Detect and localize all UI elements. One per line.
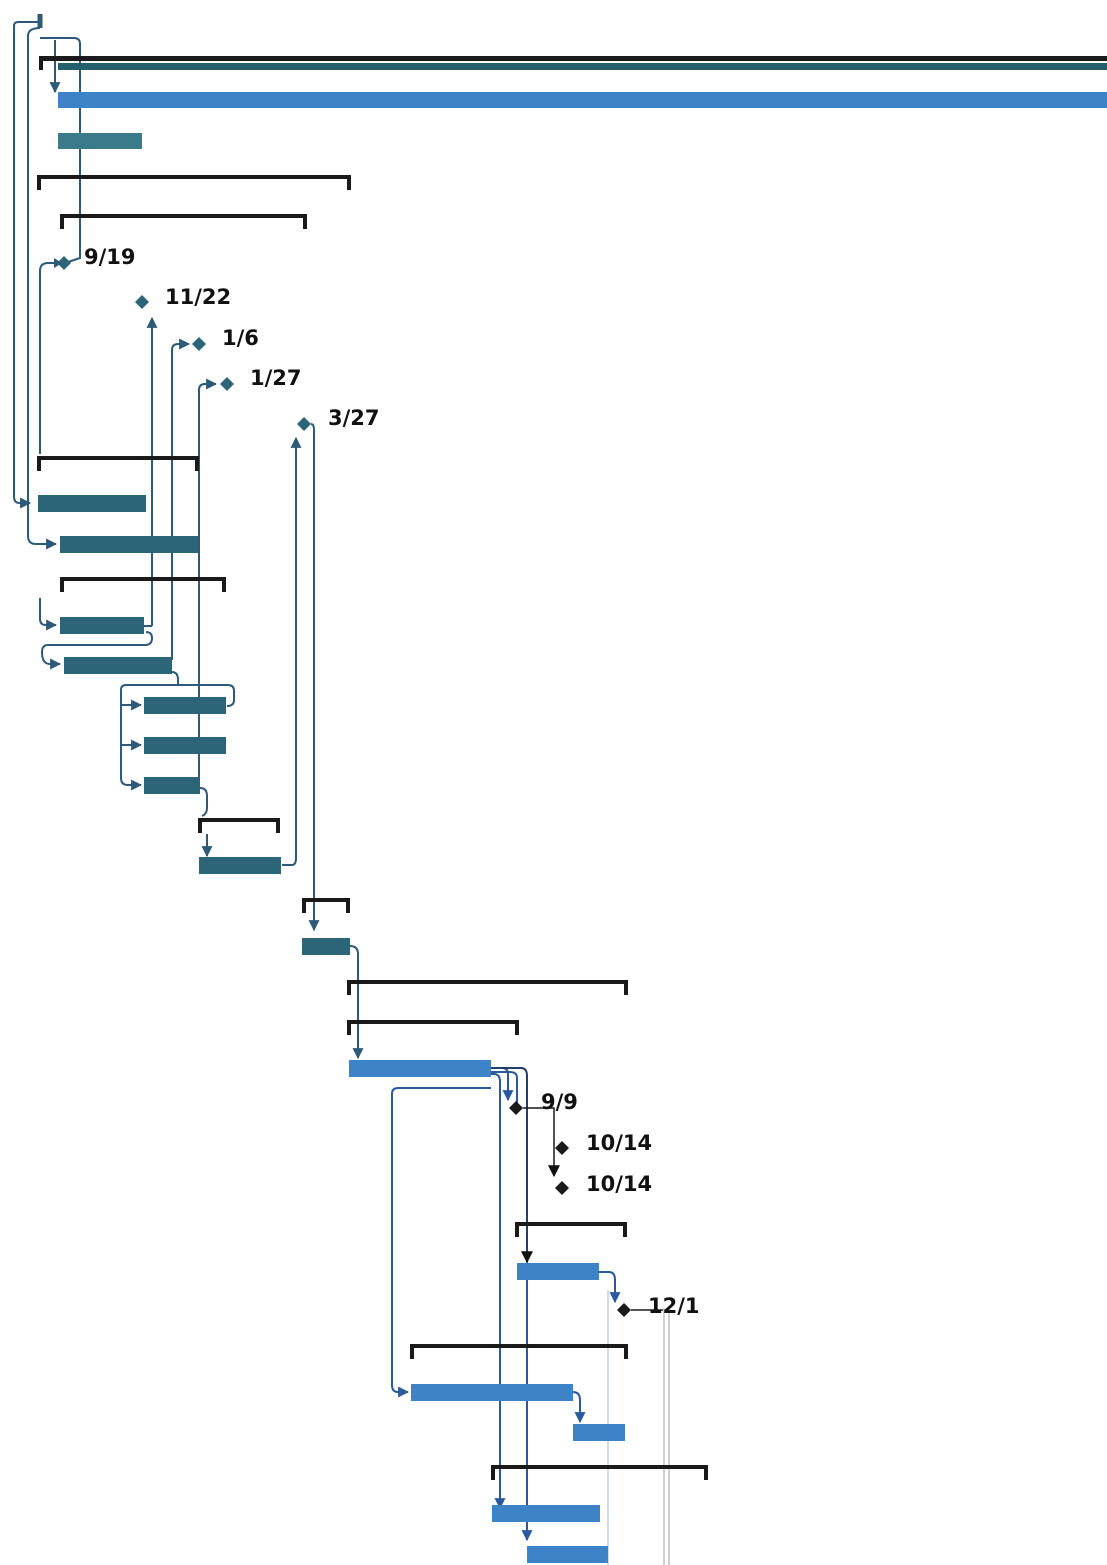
milestone-label: 3/27 bbox=[328, 406, 380, 430]
dependency-link bbox=[523, 1107, 560, 1178]
milestone-label: 1/6 bbox=[222, 326, 259, 350]
dependency-link bbox=[178, 684, 235, 707]
dependency-link bbox=[13, 21, 40, 509]
summary-bar bbox=[60, 577, 226, 592]
dependency-link bbox=[39, 598, 58, 631]
task-bar bbox=[349, 1060, 491, 1077]
summary-bar bbox=[515, 1222, 627, 1237]
dependency-link bbox=[491, 1073, 506, 1510]
summary-bar bbox=[37, 175, 351, 190]
milestone-marker bbox=[135, 295, 149, 309]
dependency-link bbox=[120, 671, 179, 791]
milestone-marker bbox=[555, 1141, 569, 1155]
milestone-marker bbox=[192, 337, 206, 351]
milestone-marker bbox=[57, 256, 71, 270]
milestone-label: 1/27 bbox=[250, 366, 302, 390]
milestone-label: 9/19 bbox=[84, 245, 136, 269]
milestone-label: 10/14 bbox=[586, 1172, 652, 1196]
dependency-link bbox=[572, 1391, 586, 1424]
milestone-marker bbox=[297, 417, 311, 431]
milestone-marker bbox=[555, 1181, 569, 1195]
task-bar bbox=[302, 938, 350, 955]
task-bar bbox=[492, 1505, 600, 1522]
dependency-link bbox=[39, 262, 62, 454]
dependency-link bbox=[491, 1067, 533, 1264]
dependency-link bbox=[349, 945, 364, 1060]
milestone-marker bbox=[617, 1303, 631, 1317]
task-bar bbox=[58, 133, 142, 149]
summary-bracket bbox=[39, 56, 43, 70]
dependency-link bbox=[491, 1071, 518, 1108]
milestone-label: 9/9 bbox=[541, 1090, 578, 1114]
dependency-link bbox=[599, 1271, 621, 1304]
summary-bar bbox=[302, 898, 350, 913]
task-bar bbox=[58, 92, 1107, 108]
task-bar bbox=[144, 697, 226, 714]
summary-bar bbox=[347, 1020, 519, 1035]
summary-bar bbox=[491, 1465, 708, 1480]
dependency-link bbox=[40, 631, 154, 670]
task-bar bbox=[38, 495, 146, 512]
task-bar bbox=[60, 617, 144, 634]
milestone-arrow bbox=[54, 258, 62, 268]
dependency-link bbox=[198, 378, 218, 785]
task-bar bbox=[527, 1546, 608, 1563]
task-bar bbox=[64, 657, 172, 674]
milestone-label: 12/1 bbox=[648, 1294, 700, 1318]
summary-bar bbox=[198, 818, 280, 833]
task-bar bbox=[199, 857, 281, 874]
task-bar bbox=[144, 777, 200, 794]
dependency-link bbox=[199, 787, 208, 817]
summary-bar bbox=[347, 980, 628, 995]
task-bar bbox=[144, 737, 226, 754]
task-bar bbox=[517, 1263, 599, 1280]
task-bar bbox=[58, 63, 1107, 70]
dependency-link bbox=[282, 436, 302, 866]
summary-bar bbox=[37, 456, 199, 471]
summary-bar bbox=[60, 214, 307, 229]
dependency-link bbox=[308, 423, 320, 932]
dependency-link bbox=[27, 27, 58, 550]
summary-bar bbox=[39, 56, 1107, 61]
milestone-label: 11/22 bbox=[165, 285, 231, 309]
task-bar bbox=[573, 1424, 625, 1441]
dependency-link bbox=[391, 1087, 491, 1398]
milestone-label: 10/14 bbox=[586, 1131, 652, 1155]
dependency-link bbox=[171, 338, 191, 660]
dependency-link bbox=[40, 37, 81, 263]
milestone-marker bbox=[220, 377, 234, 391]
summary-bar bbox=[410, 1344, 628, 1359]
task-bar bbox=[60, 536, 198, 553]
task-bar bbox=[411, 1384, 573, 1401]
milestone-marker bbox=[509, 1101, 523, 1115]
